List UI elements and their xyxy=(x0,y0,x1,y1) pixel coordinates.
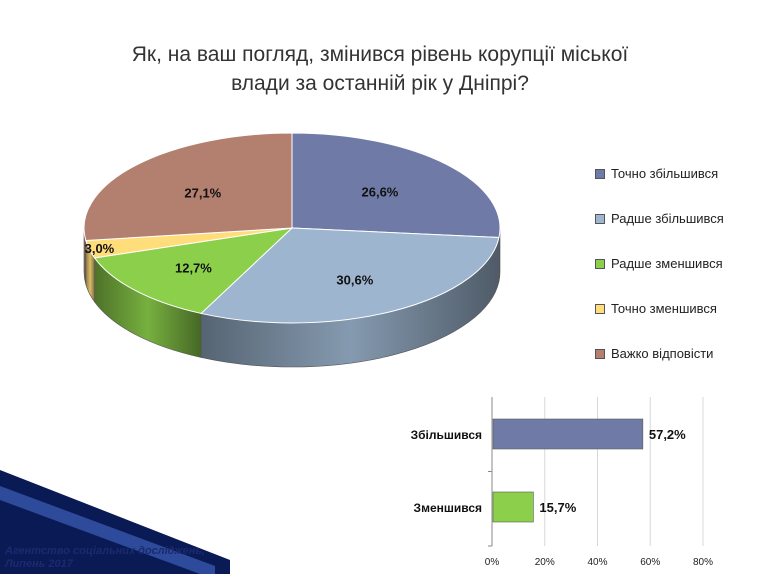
legend-label: Радше збільшився xyxy=(611,211,724,226)
pie-legend: Точно збільшився Радше збільшився Радше зм… xyxy=(595,151,724,376)
pie-slices xyxy=(83,132,501,324)
bar-tick-label-4: 60% xyxy=(640,557,660,568)
legend-label: Радше зменшився xyxy=(611,256,723,271)
bar-2 xyxy=(492,491,534,523)
legend-item-3: Радше зменшився xyxy=(595,241,724,286)
pie-label-4: 3,0% xyxy=(85,241,115,256)
pie-label-5: 27,1% xyxy=(184,185,221,200)
legend-item-1: Точно збільшився xyxy=(595,151,724,196)
title-line-1: Як, на ваш погляд, змінився рівень коруп… xyxy=(131,43,629,66)
pie-slice-3 xyxy=(93,227,294,314)
legend-swatch xyxy=(595,168,605,179)
bar-tick-label-3: 40% xyxy=(587,557,607,568)
footer-line-2: Липень 2017 xyxy=(5,558,73,570)
legend-label: Важко відповісти xyxy=(611,346,714,361)
footer-source: Агентство соціальних досліджень, Липень … xyxy=(5,545,205,571)
bar-value-label-2: 15,7% xyxy=(539,500,576,515)
bar-category-2: Зменшився xyxy=(414,501,482,515)
legend-swatch xyxy=(595,303,605,314)
bar-tick-label-5: 80% xyxy=(693,557,713,568)
footer-line-1: Агентство соціальних досліджень, xyxy=(5,545,205,557)
bar-value-label-1: 57,2% xyxy=(649,427,686,442)
legend-item-4: Точно зменшився xyxy=(595,286,724,331)
chart-title: Як, на ваш погляд, змінився рівень коруп… xyxy=(60,40,700,98)
pie-slice-2 xyxy=(200,227,500,324)
legend-item-5: Важко відповісти xyxy=(595,331,724,376)
pie-data-labels: 26,6% 30,6% 12,7% 3,0% 27,1% xyxy=(85,185,399,288)
legend-label: Точно зменшився xyxy=(611,301,717,316)
legend-label: Точно збільшився xyxy=(611,166,719,181)
bar-tick-labels: 0% 20% 40% 60% 80% xyxy=(485,557,713,568)
pie-slice-1 xyxy=(291,132,501,239)
bar-category-1: Збільшився xyxy=(411,428,482,442)
bar-tick-label-2: 20% xyxy=(535,557,555,568)
legend-swatch xyxy=(595,213,605,224)
legend-swatch xyxy=(595,348,605,359)
title-line-2: влади за останній рік у Дніпрі? xyxy=(231,72,529,95)
legend-item-2: Радше збільшився xyxy=(595,196,724,241)
legend-swatch xyxy=(595,258,605,269)
bar-bars: Збільшився 57,2% Зменшився 15,7% xyxy=(411,418,686,523)
bar-tick-label-1: 0% xyxy=(485,557,500,568)
pie-slice-5 xyxy=(83,132,293,242)
pie-label-2: 30,6% xyxy=(336,272,373,287)
bar-1 xyxy=(492,418,644,450)
pie-label-1: 26,6% xyxy=(362,185,399,200)
pie-label-3: 12,7% xyxy=(175,260,212,275)
